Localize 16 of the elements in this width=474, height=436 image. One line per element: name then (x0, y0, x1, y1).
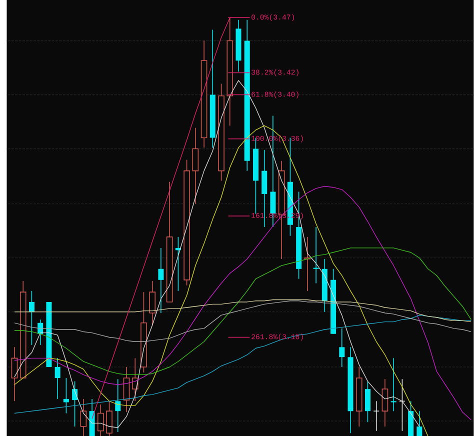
candlestick (382, 378, 388, 427)
candlestick (192, 127, 199, 204)
candlestick (373, 400, 380, 432)
candlestick (149, 280, 156, 326)
candlestick (390, 358, 396, 412)
candlestick (63, 377, 69, 414)
candlestick (416, 410, 422, 436)
candlestick (339, 328, 345, 368)
candlestick (364, 380, 370, 422)
candlestick (123, 366, 130, 412)
candlestick (313, 226, 319, 284)
candlestick (54, 358, 60, 400)
candlestick (115, 378, 121, 432)
candlestick (158, 247, 164, 314)
candlestick (11, 346, 18, 402)
candlestick (28, 290, 34, 346)
